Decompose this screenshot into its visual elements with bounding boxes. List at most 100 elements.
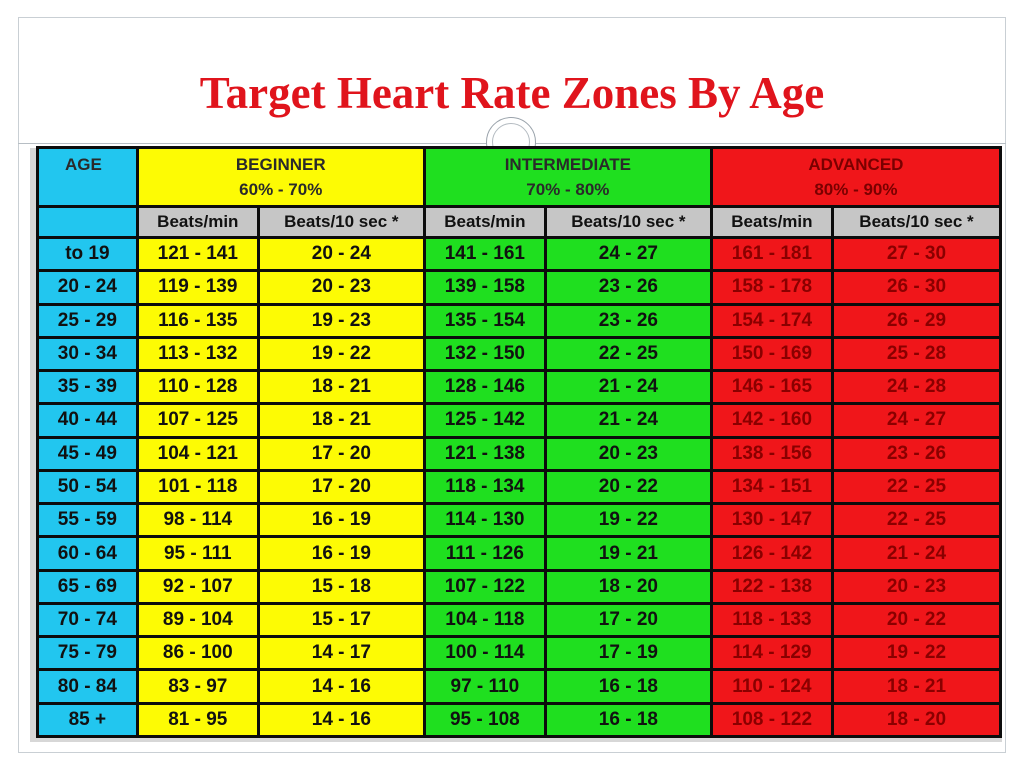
table-row: 55 - 59 98 - 114 16 - 19 114 - 130 19 - 22 13… [39, 505, 999, 536]
value-cell: 128 - 146 [425, 372, 544, 403]
value-cell: 108 - 122 [712, 704, 831, 735]
sub-header: Beats/10 sec * [259, 208, 423, 236]
value-cell: 138 - 156 [712, 438, 831, 469]
value-cell: 142 - 160 [712, 405, 831, 436]
value-cell: 150 - 169 [712, 338, 831, 370]
zone-label: INTERMEDIATE [504, 155, 631, 174]
value-cell: 23 - 26 [546, 305, 710, 336]
value-cell: 24 - 27 [546, 239, 710, 270]
age-cell: to 19 [39, 239, 136, 270]
value-cell: 19 - 21 [546, 538, 710, 569]
zone-percentage: 60% - 70% [239, 180, 323, 199]
table-row: 70 - 74 89 - 104 15 - 17 104 - 118 17 - 20 11… [39, 604, 999, 636]
value-cell: 18 - 20 [833, 704, 999, 735]
value-cell: 113 - 132 [138, 338, 257, 370]
value-cell: 18 - 21 [259, 372, 423, 403]
value-cell: 23 - 26 [833, 438, 999, 469]
value-cell: 21 - 24 [546, 405, 710, 436]
value-cell: 15 - 17 [259, 604, 423, 636]
value-cell: 22 - 25 [833, 505, 999, 536]
zone-header-advanced: ADVANCED 80% - 90% [712, 149, 999, 205]
zone-header-row: AGE BEGINNER 60% - 70% INTERMEDIATE 70% … [39, 149, 999, 205]
slide-title: Target Heart Rate Zones By Age [199, 68, 825, 118]
sub-header-row: Beats/min Beats/10 sec * Beats/min Beats… [39, 208, 999, 236]
sub-header: Beats/10 sec * [546, 208, 710, 236]
age-cell: 75 - 79 [39, 638, 136, 669]
table-row: 40 - 44 107 - 125 18 - 21 125 - 142 21 - 24 1… [39, 405, 999, 436]
value-cell: 17 - 20 [259, 438, 423, 469]
value-cell: 14 - 17 [259, 638, 423, 669]
value-cell: 135 - 154 [425, 305, 544, 336]
value-cell: 81 - 95 [138, 704, 257, 735]
table-row: 45 - 49 104 - 121 17 - 20 121 - 138 20 - 23 1… [39, 438, 999, 469]
value-cell: 83 - 97 [138, 671, 257, 702]
age-cell: 30 - 34 [39, 338, 136, 370]
age-header: AGE [39, 149, 136, 205]
age-cell: 25 - 29 [39, 305, 136, 336]
sub-header: Beats/min [138, 208, 257, 236]
value-cell: 104 - 121 [138, 438, 257, 469]
value-cell: 98 - 114 [138, 505, 257, 536]
value-cell: 15 - 18 [259, 571, 423, 602]
value-cell: 20 - 24 [259, 239, 423, 270]
age-cell: 50 - 54 [39, 471, 136, 503]
value-cell: 22 - 25 [546, 338, 710, 370]
value-cell: 121 - 138 [425, 438, 544, 469]
age-cell: 55 - 59 [39, 505, 136, 536]
value-cell: 114 - 130 [425, 505, 544, 536]
age-cell: 35 - 39 [39, 372, 136, 403]
value-cell: 141 - 161 [425, 239, 544, 270]
table-body: to 19 121 - 141 20 - 24 141 - 161 24 - 27 161… [39, 239, 999, 735]
value-cell: 14 - 16 [259, 671, 423, 702]
value-cell: 110 - 124 [712, 671, 831, 702]
value-cell: 17 - 19 [546, 638, 710, 669]
value-cell: 89 - 104 [138, 604, 257, 636]
value-cell: 132 - 150 [425, 338, 544, 370]
value-cell: 130 - 147 [712, 505, 831, 536]
value-cell: 107 - 122 [425, 571, 544, 602]
value-cell: 19 - 22 [259, 338, 423, 370]
value-cell: 92 - 107 [138, 571, 257, 602]
value-cell: 104 - 118 [425, 604, 544, 636]
table-row: 65 - 69 92 - 107 15 - 18 107 - 122 18 - 20 12… [39, 571, 999, 602]
value-cell: 118 - 133 [712, 604, 831, 636]
value-cell: 24 - 27 [833, 405, 999, 436]
age-cell: 80 - 84 [39, 671, 136, 702]
table-row: 25 - 29 116 - 135 19 - 23 135 - 154 23 - 26 1… [39, 305, 999, 336]
value-cell: 24 - 28 [833, 372, 999, 403]
sub-header: Beats/min [425, 208, 544, 236]
table-row: 85 +81 - 95 14 - 16 95 - 108 16 - 18 108 - 1… [39, 704, 999, 735]
value-cell: 100 - 114 [425, 638, 544, 669]
value-cell: 114 - 129 [712, 638, 831, 669]
value-cell: 21 - 24 [546, 372, 710, 403]
value-cell: 20 - 22 [833, 604, 999, 636]
table-row: 20 - 24 119 - 139 20 - 23 139 - 158 23 - 26 1… [39, 272, 999, 303]
value-cell: 20 - 23 [546, 438, 710, 469]
value-cell: 101 - 118 [138, 471, 257, 503]
value-cell: 125 - 142 [425, 405, 544, 436]
value-cell: 18 - 21 [259, 405, 423, 436]
value-cell: 86 - 100 [138, 638, 257, 669]
value-cell: 146 - 165 [712, 372, 831, 403]
value-cell: 111 - 126 [425, 538, 544, 569]
zone-header-beginner: BEGINNER 60% - 70% [138, 149, 423, 205]
table-row: 50 - 54 101 - 118 17 - 20 118 - 134 20 - 22 1… [39, 471, 999, 503]
heart-rate-table: AGE BEGINNER 60% - 70% INTERMEDIATE 70% … [36, 146, 1002, 738]
age-cell: 40 - 44 [39, 405, 136, 436]
value-cell: 110 - 128 [138, 372, 257, 403]
value-cell: 118 - 134 [425, 471, 544, 503]
value-cell: 161 - 181 [712, 239, 831, 270]
zone-label: BEGINNER [235, 155, 326, 174]
zone-percentage: 70% - 80% [526, 180, 610, 199]
age-cell: 65 - 69 [39, 571, 136, 602]
value-cell: 139 - 158 [425, 272, 544, 303]
value-cell: 22 - 25 [833, 471, 999, 503]
zone-header-intermediate: INTERMEDIATE 70% - 80% [425, 149, 710, 205]
value-cell: 18 - 20 [546, 571, 710, 602]
age-cell: 70 - 74 [39, 604, 136, 636]
table-row: 60 - 64 95 - 111 16 - 19 111 - 126 19 - 21 12… [39, 538, 999, 569]
slide-frame [18, 17, 1006, 753]
value-cell: 18 - 21 [833, 671, 999, 702]
value-cell: 134 - 151 [712, 471, 831, 503]
value-cell: 17 - 20 [546, 604, 710, 636]
